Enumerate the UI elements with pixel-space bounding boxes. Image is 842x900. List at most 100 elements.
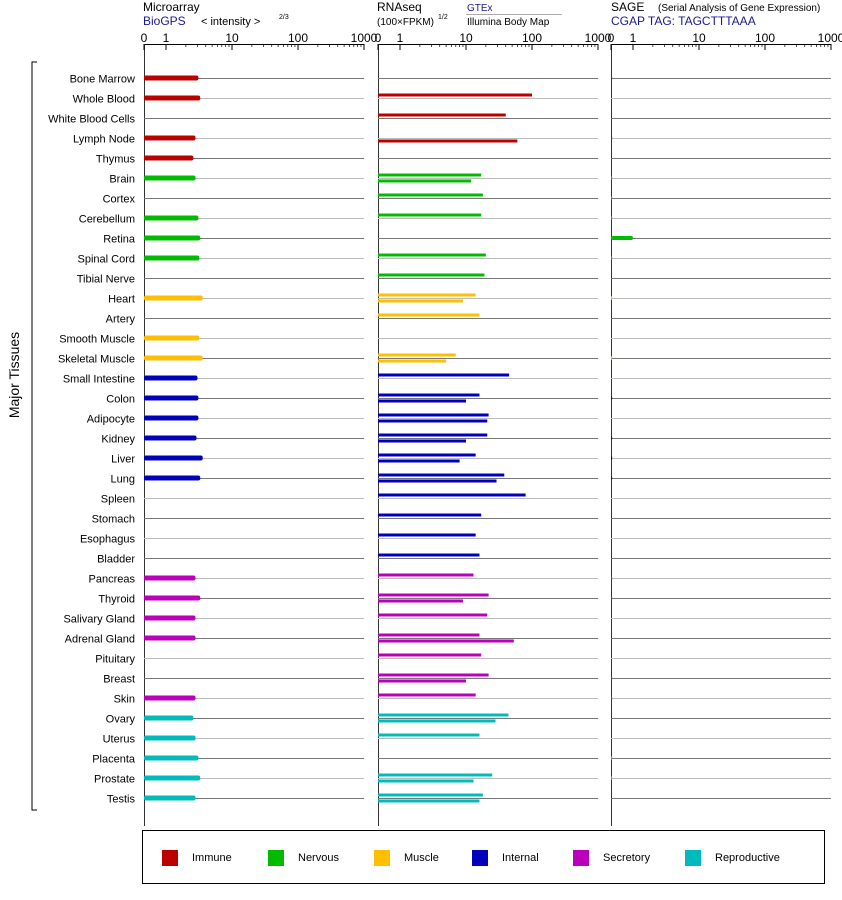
rnaseq-bar-gtex — [378, 633, 480, 637]
tissue-label: Spinal Cord — [78, 254, 135, 266]
rnaseq-source-illumina: Illumina Body Map — [467, 17, 550, 28]
rnaseq-bar-gtex — [378, 173, 482, 177]
rnaseq-bar-gtex — [378, 413, 489, 417]
sage-bar — [611, 576, 613, 580]
microarray-bar — [144, 155, 194, 161]
rnaseq-bar-gtex — [378, 653, 482, 657]
tissue-labels: Bone Marrow Whole Blood White Blood Cells L… — [48, 74, 136, 806]
rnaseq-bar-gtex — [378, 253, 486, 257]
tissue-label: Pituitary — [95, 654, 135, 666]
tissue-label: Testis — [107, 794, 136, 806]
rnaseq-title: RNAseq — [377, 0, 422, 14]
rnaseq-bar-illumina — [378, 779, 474, 783]
sage-bar — [611, 776, 613, 780]
tissue-label: Retina — [103, 234, 136, 246]
tissue-label: Artery — [106, 314, 136, 326]
sage-tick-label: 1000 — [818, 31, 842, 45]
rnaseq-tick-label: 100 — [522, 31, 542, 45]
microarray-bar — [144, 295, 203, 301]
tissue-label: Prostate — [94, 774, 135, 786]
rnaseq-bar-gtex — [378, 613, 488, 617]
microarray-bar — [144, 215, 199, 221]
microarray-title: Microarray — [143, 0, 200, 14]
microarray-tick-label: 1000 — [351, 31, 378, 45]
rnaseq-unit-exponent: 1/2 — [438, 14, 448, 21]
sage-bar — [611, 356, 613, 360]
tissues-bracket — [31, 61, 37, 811]
sage-tag: CGAP TAG: TAGCTTTAAA — [611, 14, 756, 28]
tissue-label: Adrenal Gland — [65, 634, 135, 646]
rnaseq-tick-label: 10 — [459, 31, 473, 45]
sage-subtitle: (Serial Analysis of Gene Expression) — [658, 3, 820, 14]
rnaseq-bar-illumina — [378, 639, 514, 643]
rnaseq-bar-gtex — [378, 513, 482, 517]
tissue-label: Placenta — [92, 754, 136, 766]
sage-bar — [611, 396, 613, 400]
sage-bar — [611, 696, 613, 700]
tissue-label: Ovary — [106, 714, 136, 726]
tissue-label: Liver — [111, 454, 135, 466]
rnaseq-bar-illumina — [378, 679, 466, 683]
sage-bar — [611, 476, 613, 480]
microarray-bar — [144, 375, 198, 381]
sage-tick-label: 100 — [755, 31, 775, 45]
legend-label: Internal — [502, 852, 539, 864]
microarray-bar — [144, 175, 196, 181]
rnaseq-bar-gtex — [378, 533, 476, 537]
microarray-bar — [144, 755, 199, 761]
sage-bar — [611, 76, 613, 80]
rnaseq-bar-gtex — [378, 473, 505, 477]
rnaseq-bar-illumina — [378, 459, 460, 463]
tissue-label: Breast — [103, 674, 135, 686]
microarray-bar — [144, 455, 203, 461]
rnaseq-bar-illumina — [378, 799, 480, 803]
sage-bar — [611, 236, 633, 240]
rnaseq-bar-gtex — [378, 393, 480, 397]
rnaseq-bar-illumina — [378, 439, 466, 443]
rnaseq-bar-gtex — [378, 453, 476, 457]
sage-bar — [611, 216, 613, 220]
microarray-bar — [144, 775, 201, 781]
sage-bar — [611, 256, 613, 260]
tissue-label: Whole Blood — [73, 94, 135, 106]
rnaseq-bar-gtex — [378, 593, 489, 597]
rnaseq-bar-illumina — [378, 719, 496, 723]
sage-title: SAGE — [611, 0, 644, 14]
legend: Immune Nervous Muscle Internal Secretory Repr… — [142, 830, 825, 884]
microarray-bar — [144, 715, 194, 721]
rnaseq-bar-gtex — [378, 93, 532, 97]
grid-group — [144, 78, 831, 799]
tissue-label: Stomach — [92, 514, 135, 526]
y-axis-title: Major Tissues — [6, 332, 22, 418]
rnaseq-bar-gtex — [378, 353, 456, 357]
rnaseq-bar-gtex — [378, 433, 488, 437]
sage-bar — [611, 676, 613, 680]
rnaseq-bar-gtex — [378, 313, 480, 317]
tissue-label: Colon — [106, 394, 135, 406]
tissue-label: Tibial Nerve — [77, 274, 135, 286]
legend-item-nervous: Nervous — [268, 850, 339, 866]
rnaseq-bar-gtex — [378, 733, 480, 737]
rnaseq-bar-gtex — [378, 113, 506, 117]
tissue-label: Small Intestine — [63, 374, 135, 386]
sage-bar — [611, 756, 613, 760]
microarray-tick-label: 1 — [163, 31, 170, 45]
microarray-bar — [144, 695, 196, 701]
tissue-label: Esophagus — [80, 534, 136, 546]
tissue-label: Bladder — [97, 554, 135, 566]
tissue-label: Salivary Gland — [63, 614, 135, 626]
sage-bar — [611, 136, 613, 140]
rnaseq-tick-label: 1000 — [585, 31, 612, 45]
legend-swatch — [573, 850, 589, 866]
sage-tick-label: 10 — [692, 31, 706, 45]
microarray-bar — [144, 575, 196, 581]
sage-bar — [611, 596, 613, 600]
tissue-label: Lung — [111, 474, 135, 486]
tissue-label: White Blood Cells — [48, 114, 135, 126]
microarray-bar — [144, 795, 196, 801]
legend-label: Muscle — [404, 852, 439, 864]
legend-item-internal: Internal — [472, 850, 539, 866]
tissue-label: Heart — [108, 294, 135, 306]
tissue-label: Thymus — [96, 154, 136, 166]
microarray-bar — [144, 255, 200, 261]
